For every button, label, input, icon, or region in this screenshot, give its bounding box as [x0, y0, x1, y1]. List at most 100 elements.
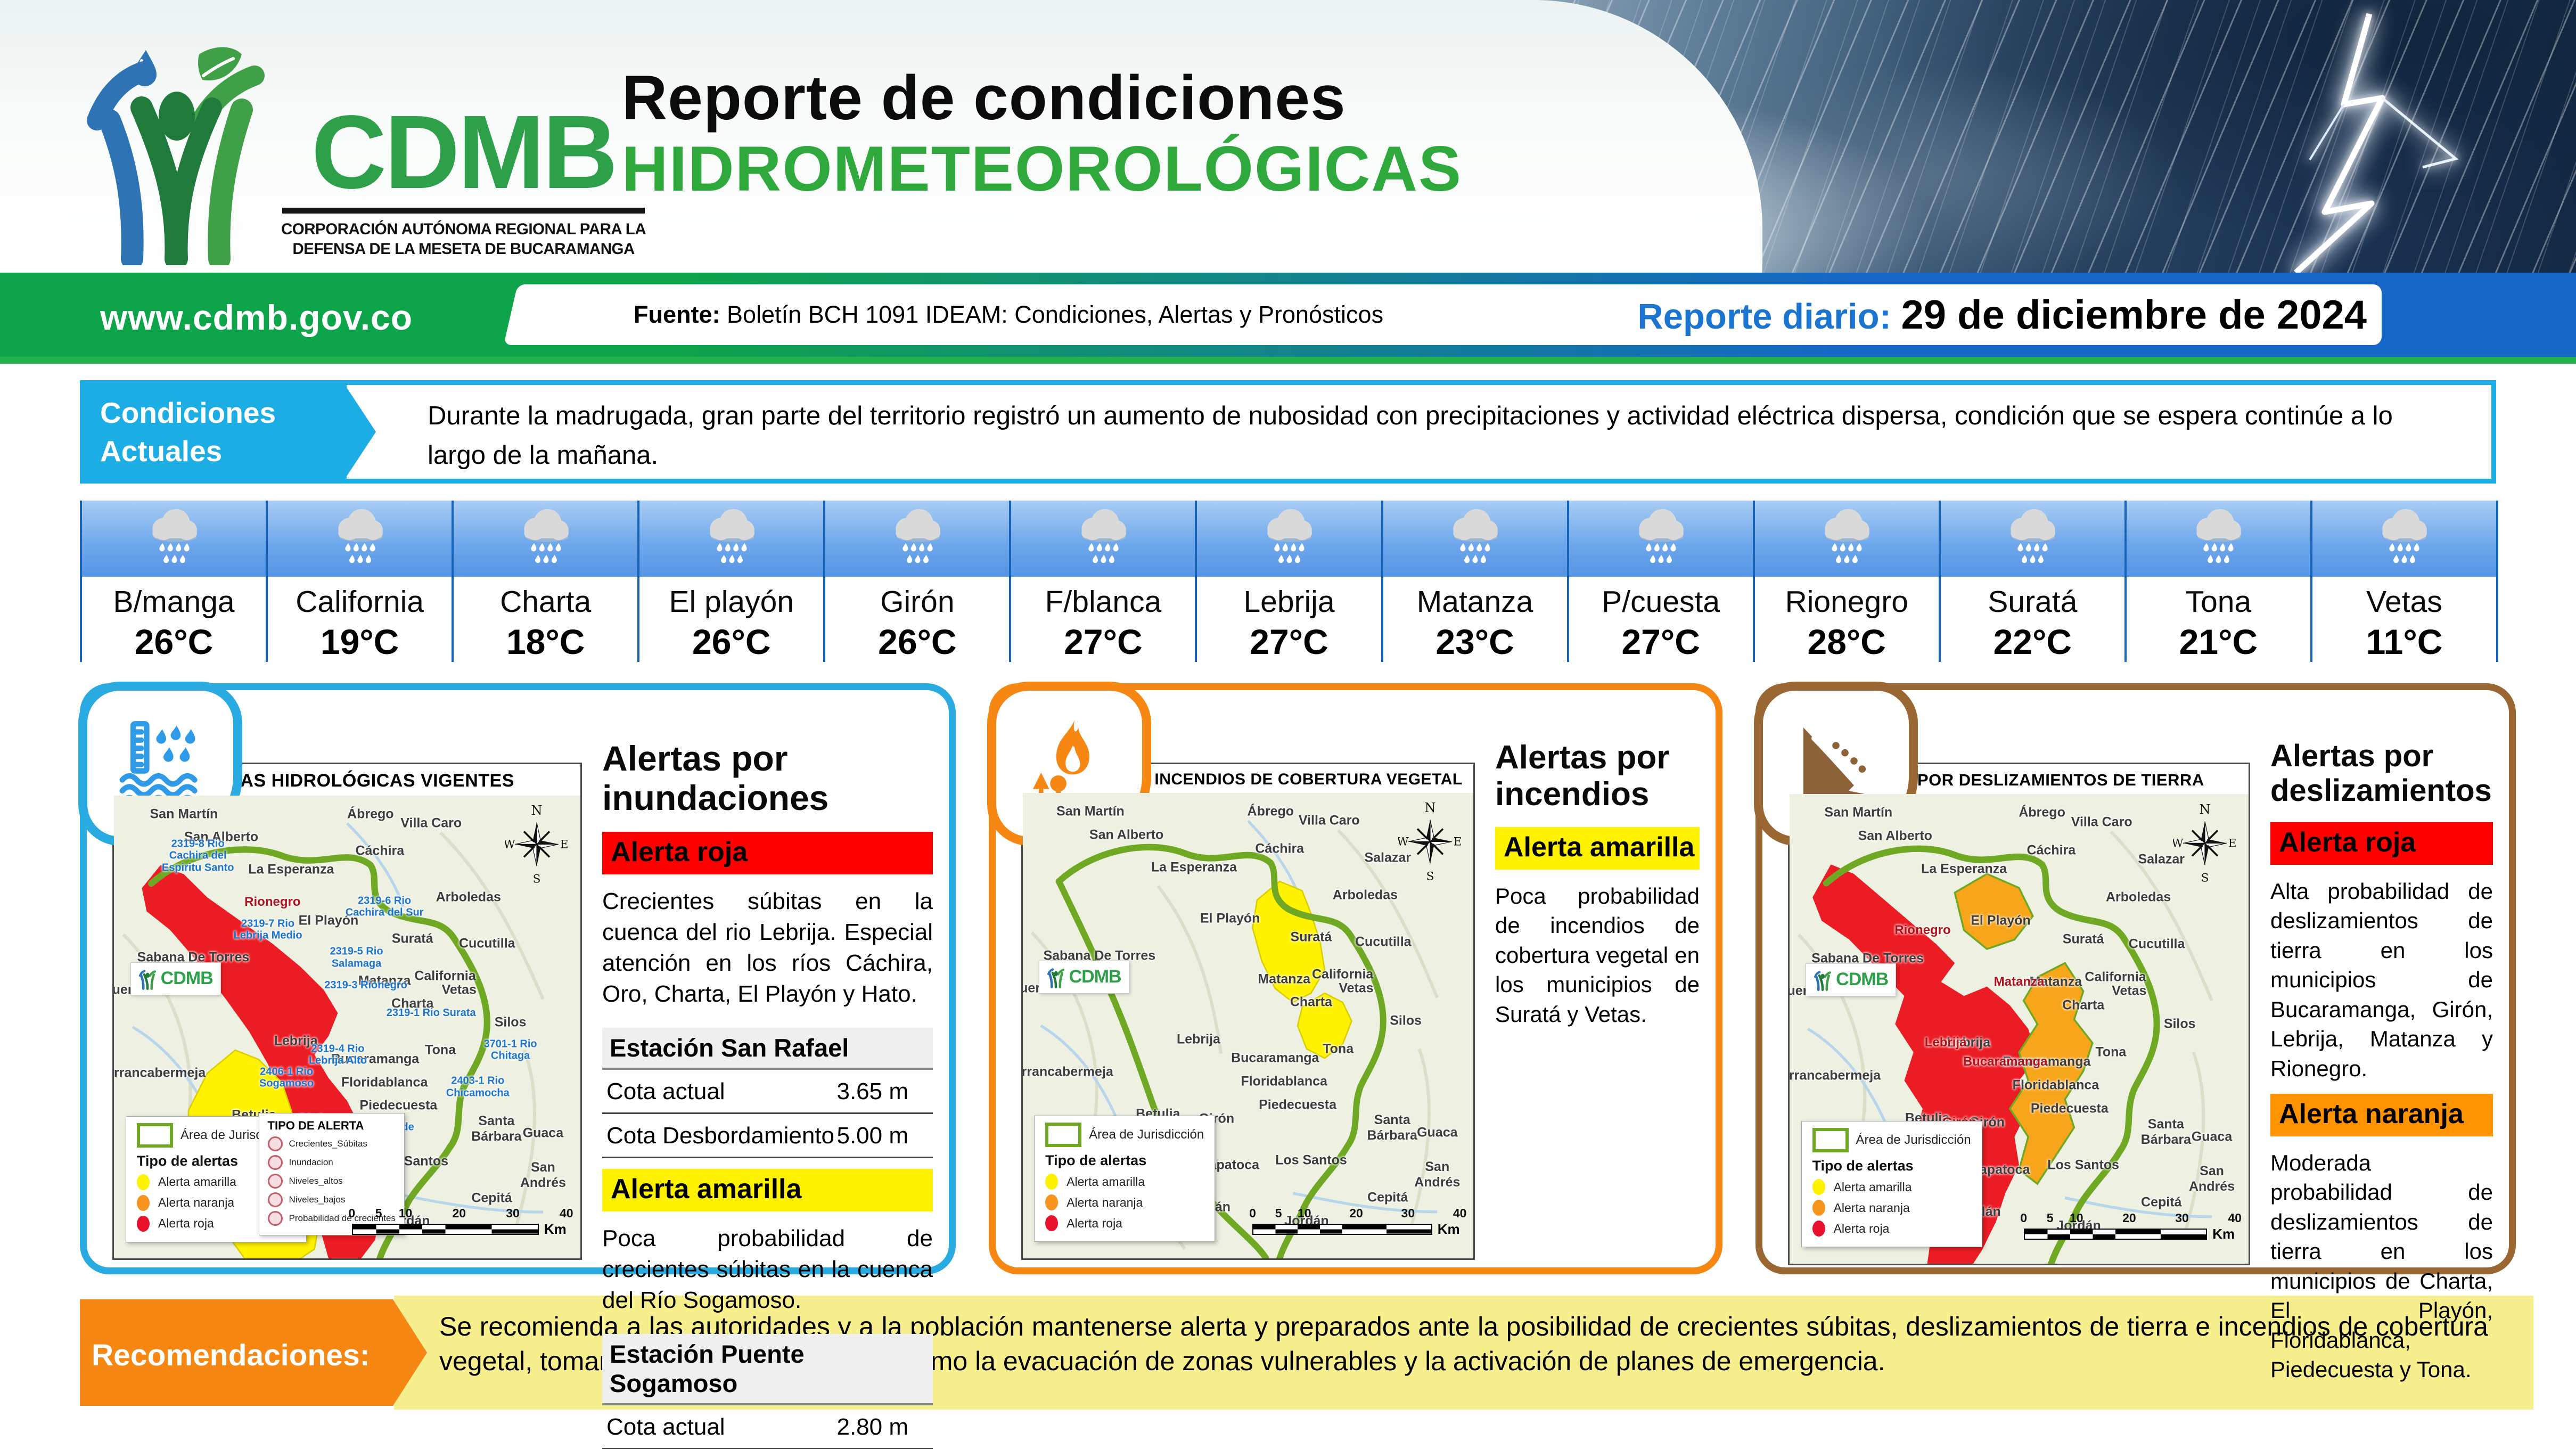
landslides-heading: Alertas por deslizamientos [2270, 739, 2492, 808]
floods-heading: Alertas por inundaciones [602, 739, 829, 817]
compass-n: N [2200, 804, 2211, 817]
city-temperature: 28°C [1807, 622, 1886, 661]
map-place-label: Guaca [1417, 1125, 1458, 1140]
floods-yellow-alert-text: Poca probabilidad de crecientes súbitas … [602, 1225, 933, 1314]
jurisdiction-label: Área de Jurisdicción [1089, 1127, 1204, 1142]
city-temperature: 26°C [878, 622, 957, 661]
map-place-label: Bucaramanga [1231, 1050, 1319, 1066]
map-place-label: Matanza [1258, 971, 1310, 987]
map-region-label: Salazar [2138, 852, 2185, 867]
map-region-label: Bucaramanga [1963, 1054, 2048, 1069]
map-place-label: El Playón [298, 913, 359, 928]
scale-tick: 40 [559, 1206, 573, 1220]
map-place-label: Cucutilla [459, 936, 515, 951]
map-place-label: San Martín [1056, 804, 1125, 819]
alert-type-label: Crecientes_Súbitas [289, 1138, 367, 1149]
compass-w: W [1398, 836, 1409, 849]
legend-color-dot [136, 1174, 150, 1190]
map-place-label: California [1312, 967, 1374, 982]
weather-icon-cell [82, 501, 266, 577]
cdmb-mini-logo-icon [138, 970, 156, 990]
weather-icon-cell [1197, 501, 1381, 577]
city-name: Charta [500, 585, 592, 619]
city-name: Suratá [1988, 585, 2078, 619]
legend-color-dot [1812, 1221, 1825, 1237]
alert-type-label: Probabilidad de crecientes [289, 1213, 396, 1223]
scale-tick: 0 [1249, 1206, 1256, 1220]
scale-tick: 40 [1453, 1206, 1467, 1220]
fires-map-area: San Martín San Alberto Ábrego Villa Caro Các… [1023, 793, 1473, 1258]
brand-divider [282, 208, 645, 214]
weather-icon-cell [1569, 501, 1753, 577]
map-place-label: La Esperanza [1921, 861, 2007, 877]
compass-w: W [2173, 837, 2184, 850]
scale-bar-row: Km [2023, 1226, 2235, 1242]
alert-type-icon [267, 1192, 283, 1207]
legend-row: Alerta roja [1812, 1221, 1971, 1237]
city-temperature: 26°C [692, 622, 771, 661]
landslides-panel: ALERTAS POR DESLIZAMIENTOS DE TIERRA San… [1754, 682, 2516, 1382]
alert-type-row: Niveles_bajos [267, 1192, 396, 1207]
map-region-label: Lebrija [1924, 1035, 1967, 1050]
weather-icon-cell [268, 501, 452, 577]
city-weather-cell: B/manga 26°C [82, 501, 268, 662]
jurisdiction-legend: Área de Jurisdicción [1045, 1123, 1204, 1148]
legend-title: Tipo de alertas [1812, 1158, 1914, 1174]
rain-cloud-icon [710, 509, 754, 563]
map-place-label: Barrancabermeja [1023, 1064, 1113, 1079]
city-temperature: 21°C [2179, 622, 2258, 661]
fires-text-column: Alertas por incendios Alerta amarilla Po… [1495, 711, 1700, 1249]
map-station-label: 2319-3 Rionegro [324, 979, 407, 992]
map-place-label: Suratá [391, 931, 433, 946]
map-place-label: Charta [1290, 994, 1333, 1010]
rain-cloud-icon [1453, 509, 1498, 563]
scale-tick: 0 [348, 1206, 356, 1220]
scale-tick: 10 [2069, 1211, 2083, 1225]
fires-yellow-alert-header: Alerta amarilla [1495, 826, 1700, 870]
rain-cloud-icon [338, 509, 383, 563]
map-place-label: San Martín [1824, 805, 1893, 820]
station-row: Cota actual 3.65 m [602, 1070, 933, 1115]
map-place-label: San Alberto [184, 829, 259, 845]
map-place-label: Floridablanca [341, 1075, 428, 1090]
info-bar: www.cdmb.gov.co Fuente: Boletín BCH 1091… [0, 273, 2576, 357]
rain-cloud-icon [2382, 509, 2427, 563]
map-place-label: Charta [391, 996, 434, 1011]
map-station-label: 3701-1 Rio Chitaga [483, 1038, 537, 1062]
landslides-red-alert-text: Alta probabilidad de deslizamientos de t… [2270, 878, 2493, 1081]
map-place-label: Vetas [2112, 983, 2147, 998]
map-place-label: Ábrego [347, 806, 394, 822]
city-name: Girón [880, 585, 955, 619]
compass-rose-icon: N E S W [1398, 802, 1462, 882]
compass-n: N [1424, 802, 1435, 815]
rain-cloud-icon [1267, 509, 1312, 563]
city-temperature: 19°C [320, 622, 399, 661]
map-place-label: Suratá [1290, 929, 1332, 945]
map-place-label: Cucutilla [1355, 934, 1412, 949]
legend-rows: Alerta amarilla Alerta naranja Alerta roja [1812, 1179, 1971, 1237]
legend-color-dot [1812, 1200, 1825, 1216]
city-temperature: 11°C [2366, 622, 2443, 661]
station-row-label: Cota Desbordamiento [606, 1123, 835, 1149]
watermark-text: CDMB [1069, 967, 1122, 987]
map-station-label: 2406-1 Rio Sogamoso [259, 1066, 314, 1090]
scale-tick: 30 [1401, 1206, 1415, 1220]
city-name: El playón [669, 585, 794, 619]
legend-row: Alerta naranja [136, 1194, 296, 1211]
source-text: Fuente: Boletín BCH 1091 IDEAM: Condicio… [634, 301, 1383, 329]
legend-color-dot [1812, 1179, 1825, 1196]
fires-yellow-alert-text: Poca probabilidad de incendios de cobert… [1495, 883, 1700, 1027]
fires-heading: Alertas por incendios [1495, 739, 1670, 813]
city-name: Rionegro [1785, 585, 1908, 619]
jurisdiction-swatch [136, 1123, 173, 1148]
city-name: Lebrija [1243, 585, 1335, 619]
city-name: B/manga [113, 585, 235, 619]
fires-panel: ALERTAS POR INCENDIOS DE COBERTURA VEGET… [987, 682, 1722, 1274]
compass-s: S [2201, 871, 2209, 883]
map-place-label: Lebrija [1947, 1035, 1991, 1050]
watermark-text: CDMB [160, 968, 214, 989]
floods-red-alert-header: Alerta roja [602, 831, 933, 874]
compass-n: N [531, 805, 543, 818]
map-place-label: Arboledas [436, 889, 501, 905]
